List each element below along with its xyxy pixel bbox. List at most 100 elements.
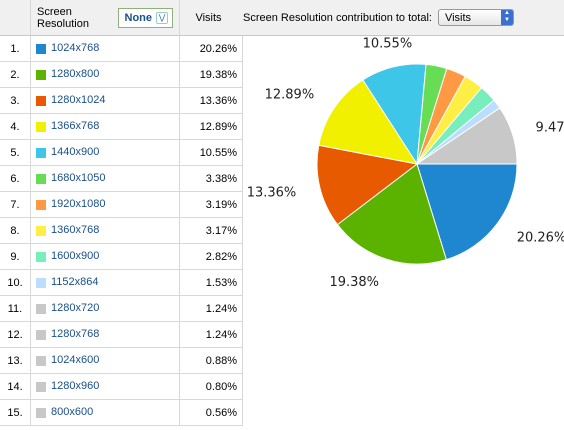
color-swatch bbox=[36, 225, 46, 236]
table-row: 15. 800x600 0.56% bbox=[0, 399, 243, 426]
resolution-cell: 1680x1050 bbox=[30, 165, 180, 192]
color-swatch bbox=[36, 95, 46, 106]
visits-cell: 13.36% bbox=[179, 87, 243, 114]
resolution-cell: 1280x768 bbox=[30, 321, 180, 348]
resolution-link[interactable]: 1152x864 bbox=[51, 276, 99, 289]
color-swatch bbox=[36, 43, 46, 54]
table-row: 1. 1024x768 20.26% bbox=[0, 35, 243, 62]
slice-label: 9.47% bbox=[536, 121, 564, 136]
resolution-link[interactable]: 800x600 bbox=[51, 406, 94, 419]
table-row: 8. 1360x768 3.17% bbox=[0, 217, 243, 244]
row-index: 10. bbox=[0, 269, 31, 296]
pie-slice-1280x1024[interactable] bbox=[316, 144, 419, 226]
resolution-header-label[interactable]: Screen Resolution bbox=[37, 5, 89, 30]
resolution-link[interactable]: 1280x720 bbox=[51, 302, 100, 315]
visits-cell: 3.19% bbox=[179, 191, 243, 218]
resolution-link[interactable]: 1280x1024 bbox=[51, 94, 106, 107]
table-row: 7. 1920x1080 3.19% bbox=[0, 191, 243, 218]
slice-label: 20.26% bbox=[517, 231, 564, 246]
table-row: 10. 1152x864 1.53% bbox=[0, 269, 243, 296]
resolution-link[interactable]: 1600x900 bbox=[51, 250, 100, 263]
row-index: 11. bbox=[0, 295, 31, 322]
resolution-link[interactable]: 1024x768 bbox=[51, 42, 100, 55]
resolution-link[interactable]: 1680x1050 bbox=[51, 172, 106, 185]
slice-label: 12.89% bbox=[265, 88, 315, 103]
table-row: 4. 1366x768 12.89% bbox=[0, 113, 243, 140]
pie-slice-other[interactable] bbox=[415, 107, 518, 165]
table-row: 9. 1600x900 2.82% bbox=[0, 243, 243, 270]
color-swatch bbox=[36, 355, 46, 366]
resolution-link[interactable]: 1280x768 bbox=[51, 328, 100, 341]
visits-cell: 19.38% bbox=[179, 61, 243, 88]
table-row: 14. 1280x960 0.80% bbox=[0, 373, 243, 400]
resolution-cell: 1280x1024 bbox=[30, 87, 180, 114]
row-index: 13. bbox=[0, 347, 31, 374]
color-swatch bbox=[36, 407, 46, 418]
resolution-link[interactable]: 1360x768 bbox=[51, 224, 100, 237]
resolution-cell: 800x600 bbox=[30, 399, 180, 426]
color-swatch bbox=[36, 277, 46, 288]
resolution-link[interactable]: 1024x600 bbox=[51, 354, 100, 367]
slice-label: 13.36% bbox=[247, 185, 297, 200]
row-index: 15. bbox=[0, 399, 31, 426]
visits-cell: 3.17% bbox=[179, 217, 243, 244]
row-index: 2. bbox=[0, 61, 31, 88]
secondary-dimension-select[interactable]: None ⋁ bbox=[117, 7, 173, 28]
resolution-link[interactable]: 1920x1080 bbox=[51, 198, 106, 211]
visits-cell: 20.26% bbox=[179, 35, 243, 62]
index-header bbox=[0, 0, 31, 36]
resolution-cell: 1152x864 bbox=[30, 269, 180, 296]
row-index: 5. bbox=[0, 139, 31, 166]
resolution-cell: 1920x1080 bbox=[30, 191, 180, 218]
visits-cell: 12.89% bbox=[179, 113, 243, 140]
resolution-link[interactable]: 1280x800 bbox=[51, 68, 100, 81]
resolution-cell: 1360x768 bbox=[30, 217, 180, 244]
table-row: 11. 1280x720 1.24% bbox=[0, 295, 243, 322]
resolution-header: Screen Resolution None ⋁ bbox=[30, 0, 180, 36]
row-index: 1. bbox=[0, 35, 31, 62]
resolution-cell: 1440x900 bbox=[30, 139, 180, 166]
metric-select-value: Visits bbox=[444, 11, 472, 24]
color-swatch bbox=[36, 329, 46, 340]
row-index: 4. bbox=[0, 113, 31, 140]
metric-select[interactable]: Visits ▲ ▼ bbox=[437, 9, 514, 26]
row-index: 3. bbox=[0, 87, 31, 114]
table-row: 5. 1440x900 10.55% bbox=[0, 139, 243, 166]
visits-cell: 0.56% bbox=[179, 399, 243, 426]
resolution-cell: 1024x600 bbox=[30, 347, 180, 374]
color-swatch bbox=[36, 69, 46, 80]
row-index: 14. bbox=[0, 373, 31, 400]
visits-header[interactable]: Visits bbox=[179, 0, 243, 36]
pie-chart: 20.26% 19.38% 13.36% 12.89% 10.55% 9.47% bbox=[247, 37, 564, 290]
resolution-link[interactable]: 1366x768 bbox=[51, 120, 100, 133]
slice-label: 10.55% bbox=[363, 37, 413, 52]
table-row: 3. 1280x1024 13.36% bbox=[0, 87, 243, 114]
pie-slice-1280x800[interactable] bbox=[336, 163, 447, 265]
visits-cell: 1.53% bbox=[179, 269, 243, 296]
visits-cell: 0.80% bbox=[179, 373, 243, 400]
table-row: 12. 1280x768 1.24% bbox=[0, 321, 243, 348]
color-swatch bbox=[36, 381, 46, 392]
visits-cell: 0.88% bbox=[179, 347, 243, 374]
table-row: 13. 1024x600 0.88% bbox=[0, 347, 243, 374]
pie-slice-1366x768[interactable] bbox=[318, 79, 419, 165]
chevron-down-icon: ⋁ bbox=[156, 11, 168, 24]
visits-cell: 2.82% bbox=[179, 243, 243, 270]
resolution-cell: 1366x768 bbox=[30, 113, 180, 140]
pie-slice-1024x768[interactable] bbox=[416, 163, 518, 261]
table-header-row: Screen Resolution None ⋁ Visits bbox=[0, 0, 243, 36]
resolution-link[interactable]: 1440x900 bbox=[51, 146, 100, 159]
secondary-dimension-value: None bbox=[124, 11, 153, 24]
row-index: 6. bbox=[0, 165, 31, 192]
color-swatch bbox=[36, 303, 46, 314]
contribution-label: Screen Resolution contribution to total: bbox=[243, 11, 432, 24]
resolution-cell: 1280x720 bbox=[30, 295, 180, 322]
table-row: 6. 1680x1050 3.38% bbox=[0, 165, 243, 192]
row-index: 9. bbox=[0, 243, 31, 270]
select-arrows-icon: ▲ ▼ bbox=[500, 10, 513, 25]
resolution-cell: 1280x960 bbox=[30, 373, 180, 400]
color-swatch bbox=[36, 173, 46, 184]
resolution-link[interactable]: 1280x960 bbox=[51, 380, 100, 393]
resolution-cell: 1024x768 bbox=[30, 35, 180, 62]
resolution-cell: 1600x900 bbox=[30, 243, 180, 270]
